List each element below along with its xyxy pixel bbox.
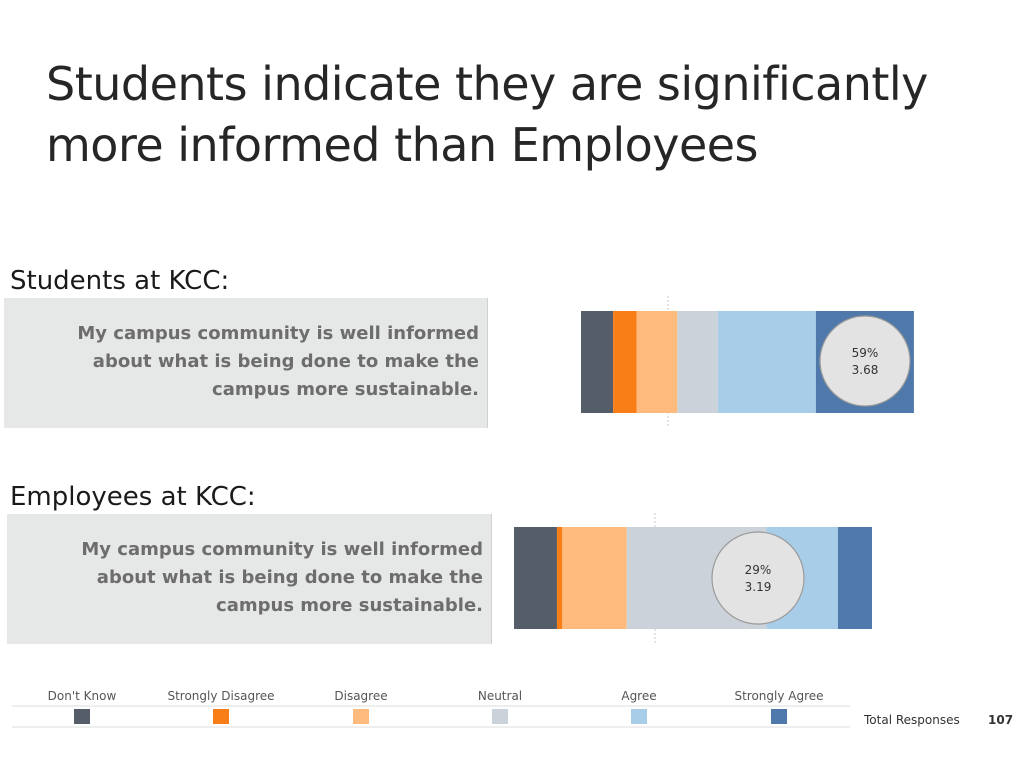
legend-swatch	[631, 709, 647, 724]
bar-segment-agree	[717, 311, 816, 413]
legend-swatch	[213, 709, 229, 724]
slide-title: Students indicate they are significantly…	[46, 57, 928, 172]
bar-segment-strongly-disagree	[556, 527, 563, 629]
bar-segment-don-t-know	[581, 311, 614, 413]
bar-segment-disagree	[636, 311, 678, 413]
students-question-text: My campus community is well informed abo…	[77, 323, 479, 400]
bar-segment-disagree	[562, 527, 627, 629]
bar-segment-don-t-know	[514, 527, 557, 629]
legend-label: Agree	[621, 689, 656, 703]
legend-swatch	[353, 709, 369, 724]
legend-swatch	[771, 709, 787, 724]
employees-question-text: My campus community is well informed abo…	[81, 539, 483, 616]
badge-score: 3.19	[745, 580, 772, 594]
legend-label: Strongly Agree	[734, 689, 823, 703]
employees-group-label: Employees at KCC:	[10, 482, 256, 512]
bar-segment-strongly-agree	[837, 527, 872, 629]
legend-label: Don't Know	[48, 689, 117, 703]
badge-score: 3.68	[852, 363, 879, 377]
legend-swatch	[492, 709, 508, 724]
legend-swatch	[74, 709, 90, 724]
badge-percent: 29%	[745, 563, 772, 577]
students-question-box: My campus community is well informed abo…	[4, 298, 488, 428]
total-responses-label: Total Responses	[863, 713, 960, 727]
employees-question-box: My campus community is well informed abo…	[7, 514, 492, 644]
bar-segment-neutral	[677, 311, 718, 413]
legend-label: Strongly Disagree	[167, 689, 274, 703]
legend-label: Disagree	[334, 689, 387, 703]
total-responses-value: 107	[988, 713, 1013, 727]
legend-label: Neutral	[478, 689, 522, 703]
score-badge	[819, 315, 911, 407]
bar-segment-strongly-disagree	[613, 311, 637, 413]
score-badge	[711, 531, 805, 625]
badge-percent: 59%	[852, 346, 879, 360]
students-group-label: Students at KCC:	[10, 266, 230, 296]
